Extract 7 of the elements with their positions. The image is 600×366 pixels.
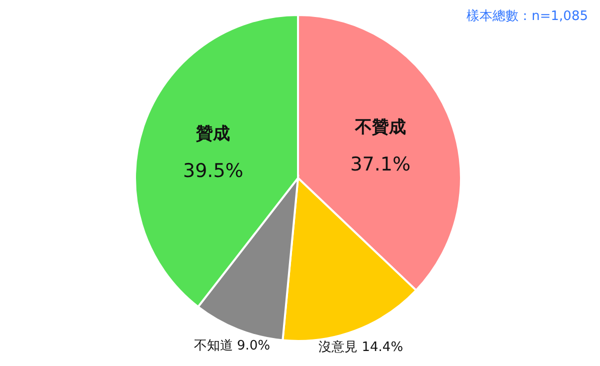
text: 樣本總數：n=1,085: [466, 9, 588, 24]
slice-label: 不知道 9.0%: [194, 338, 270, 354]
data-label: 39.5%: [183, 160, 244, 182]
data-label: 37.1%: [350, 154, 411, 176]
slice-label: 沒意見 14.4%: [318, 340, 404, 355]
slice-label: 不贊成: [354, 118, 406, 138]
slice-label: 贊成: [195, 124, 230, 144]
